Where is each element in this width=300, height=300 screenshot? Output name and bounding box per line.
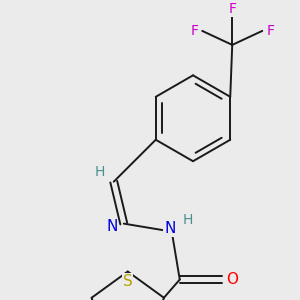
Text: F: F bbox=[228, 2, 236, 16]
Text: N: N bbox=[106, 219, 117, 234]
Text: S: S bbox=[123, 274, 133, 289]
Text: O: O bbox=[226, 272, 238, 287]
Text: F: F bbox=[190, 24, 198, 38]
Text: H: H bbox=[183, 213, 193, 226]
Text: N: N bbox=[164, 221, 176, 236]
Text: F: F bbox=[266, 24, 274, 38]
Text: H: H bbox=[94, 165, 105, 179]
